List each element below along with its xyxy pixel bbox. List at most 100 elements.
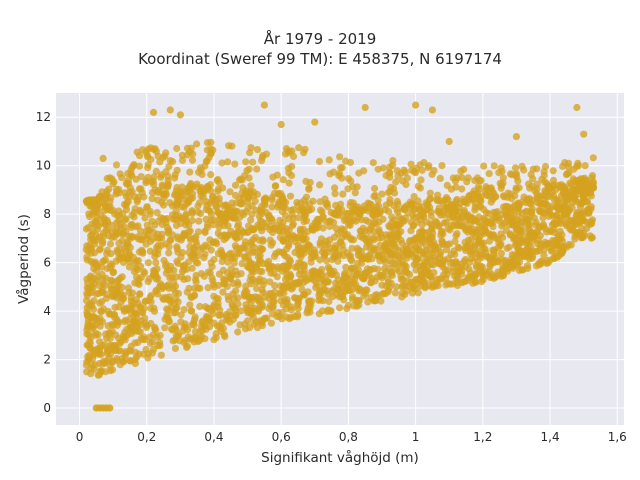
scatter-point (308, 250, 316, 258)
scatter-point (111, 210, 119, 218)
scatter-point (204, 220, 212, 229)
scatter-point (479, 276, 487, 284)
scatter-point (89, 305, 98, 314)
scatter-point (421, 278, 429, 286)
scatter-point (243, 306, 252, 314)
scatter-point (294, 305, 302, 313)
scatter-point (283, 230, 291, 238)
y-tick-label: 12 (36, 110, 51, 124)
scatter-point (365, 227, 373, 235)
scatter-point (106, 330, 114, 338)
scatter-point (471, 190, 479, 198)
scatter-point (544, 207, 552, 215)
scatter-point (90, 249, 99, 257)
scatter-point (96, 322, 104, 330)
scatter-point (270, 292, 278, 300)
scatter-point (177, 318, 185, 326)
scatter-point (263, 260, 271, 268)
scatter-point (586, 232, 594, 240)
scatter-point (370, 236, 378, 244)
scatter-point (392, 178, 400, 186)
scatter-point (344, 301, 352, 309)
scatter-point (235, 176, 244, 184)
scatter-point (252, 278, 260, 286)
scatter-point (182, 221, 190, 229)
scatter-point (172, 305, 180, 313)
scatter-point (326, 236, 334, 244)
scatter-point (587, 218, 595, 226)
scatter-point (188, 207, 196, 215)
scatter-point (316, 181, 324, 189)
scatter-point (544, 259, 552, 267)
scatter-point (470, 225, 478, 233)
scatter-point (308, 222, 316, 230)
scatter-point (125, 193, 133, 201)
scatter-point (372, 203, 380, 211)
x-tick-label: 1,6 (608, 430, 627, 444)
scatter-point (327, 267, 335, 275)
scatter-point (287, 303, 295, 311)
scatter-point (148, 195, 156, 203)
scatter-point (125, 263, 133, 271)
scatter-point (169, 231, 177, 239)
scatter-point (98, 239, 107, 248)
scatter-point (289, 284, 297, 292)
scatter-point (317, 206, 325, 214)
scatter-point (297, 259, 305, 267)
scatter-point (246, 258, 254, 267)
scatter-point (508, 260, 516, 268)
scatter-point (461, 224, 469, 233)
scatter-point (245, 165, 253, 173)
scatter-point (559, 162, 567, 170)
scatter-point (224, 292, 232, 301)
scatter-point (204, 284, 212, 292)
scatter-point (430, 167, 438, 175)
scatter-point (384, 279, 392, 287)
scatter-point (503, 244, 511, 252)
scatter-point (169, 285, 177, 293)
scatter-point (242, 158, 250, 166)
scatter-point (194, 252, 202, 260)
scatter-point (220, 202, 228, 210)
scatter-point (224, 258, 232, 266)
scatter-point (275, 201, 283, 209)
scatter-point (82, 225, 90, 233)
scatter-point (341, 217, 349, 225)
scatter-point (143, 234, 151, 242)
scatter-point (157, 351, 165, 359)
scatter-point (144, 153, 152, 161)
scatter-point (108, 321, 116, 329)
scatter-point (118, 174, 126, 182)
scatter-point (577, 214, 585, 222)
scatter-point (483, 218, 491, 226)
scatter-point (463, 199, 471, 208)
scatter-point (258, 153, 266, 161)
scatter-point (323, 307, 331, 315)
scatter-point (95, 289, 103, 297)
scatter-point (563, 243, 571, 251)
scatter-point (204, 314, 212, 322)
scatter-point (182, 323, 190, 331)
scatter-point (241, 190, 249, 198)
scatter-point (412, 234, 420, 242)
scatter-point (409, 289, 417, 297)
scatter-point (286, 270, 294, 278)
scatter-point (247, 182, 255, 190)
scatter-point (133, 310, 141, 318)
scatter-point (236, 213, 244, 221)
scatter-point (443, 241, 452, 249)
scatter-point (246, 276, 254, 284)
scatter-point (187, 181, 195, 189)
scatter-point (129, 289, 137, 297)
chart-title-line-1: År 1979 - 2019 (263, 30, 377, 48)
scatter-point (466, 258, 474, 266)
scatter-point (152, 259, 160, 267)
scatter-point (89, 274, 97, 282)
scatter-point (153, 243, 161, 252)
scatter-point (511, 164, 520, 172)
scatter-point (144, 164, 152, 172)
scatter-point (258, 268, 266, 276)
scatter-point (572, 220, 580, 229)
scatter-point (373, 291, 381, 299)
x-tick-label: 0,2 (137, 430, 156, 444)
